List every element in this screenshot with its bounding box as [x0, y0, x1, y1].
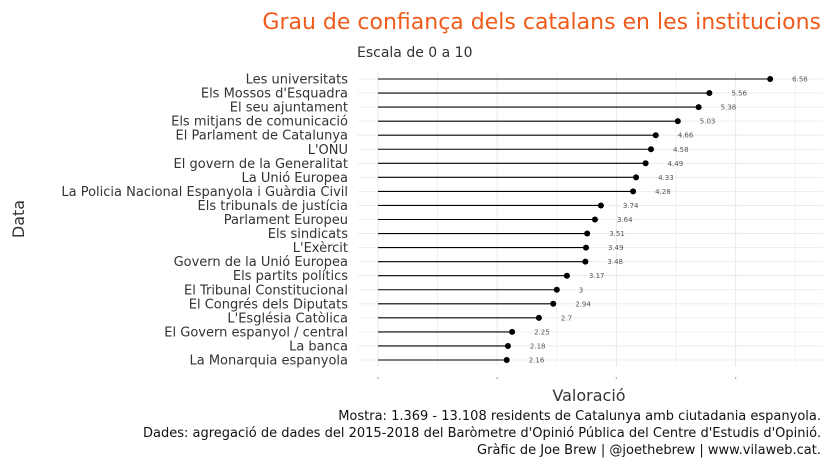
- value-label-10: 3.64: [617, 216, 633, 224]
- category-label-1: Els Mossos d'Esquadra: [201, 87, 348, 102]
- value-label-9: 3.74: [623, 202, 639, 210]
- value-label-12: 3.49: [608, 244, 624, 252]
- caption-source: Dades: agregació de dades del 2015-2018 …: [143, 426, 821, 441]
- caption-credit: Gràfic de Joe Brew | @joethebrew | www.v…: [477, 443, 821, 458]
- value-label-20: 2.16: [529, 357, 545, 365]
- value-label-3: 5.03: [700, 118, 716, 126]
- x-axis-title: Valoració: [552, 386, 625, 405]
- value-label-2: 5.38: [721, 104, 737, 112]
- chart-subtitle: Escala de 0 a 10: [357, 45, 473, 61]
- caption-sample: Mostra: 1.369 - 13.108 residents de Cata…: [338, 409, 821, 424]
- category-label-9: Els tribunals de justícia: [198, 199, 348, 214]
- value-label-6: 4.49: [668, 160, 684, 168]
- point-6: [642, 160, 649, 167]
- point-17: [535, 314, 542, 321]
- point-2: [695, 104, 702, 111]
- point-16: [550, 300, 557, 307]
- category-label-8: La Policia Nacional Espanyola i Guàrdia …: [61, 185, 348, 200]
- category-label-7: La Unió Europea: [242, 171, 348, 186]
- category-label-10: Parlament Europeu: [224, 213, 348, 228]
- point-15: [553, 286, 560, 293]
- x-ticks: [377, 377, 737, 379]
- point-8: [630, 188, 637, 195]
- value-label-17: 2.7: [561, 314, 572, 322]
- stems: [378, 78, 771, 361]
- x-tick-mark: [734, 377, 737, 379]
- value-label-4: 4.66: [678, 132, 694, 140]
- value-label-0: 6.58: [792, 76, 808, 84]
- category-label-16: El Congrés dels Diputats: [189, 297, 348, 312]
- value-label-19: 2.18: [530, 342, 546, 350]
- x-tick-mark: [615, 377, 618, 379]
- value-label-5: 4.58: [673, 146, 689, 154]
- value-label-13: 3.48: [607, 258, 623, 266]
- value-label-7: 4.33: [658, 174, 674, 182]
- value-label-8: 4.28: [655, 188, 671, 196]
- category-label-4: El Parlament de Catalunya: [176, 129, 348, 144]
- point-4: [652, 132, 659, 139]
- point-13: [582, 258, 589, 265]
- category-label-2: El seu ajuntament: [230, 101, 348, 116]
- value-label-15: 3: [579, 286, 583, 294]
- point-0: [767, 76, 774, 82]
- point-9: [597, 202, 604, 209]
- category-label-12: L'Exèrcit: [293, 241, 348, 256]
- value-label-18: 2.25: [534, 328, 550, 336]
- point-19: [504, 342, 511, 349]
- point-12: [583, 244, 590, 251]
- category-label-14: Els partits polítics: [233, 269, 348, 284]
- category-label-6: El govern de la Generalitat: [174, 157, 348, 172]
- category-label-13: Govern de la Unió Europea: [174, 255, 348, 270]
- point-20: [503, 357, 510, 363]
- value-label-16: 2.94: [575, 300, 591, 308]
- point-3: [674, 118, 681, 125]
- category-label-3: Els mitjans de comunicació: [171, 115, 348, 130]
- value-label-1: 5.56: [731, 90, 747, 98]
- point-18: [509, 328, 516, 335]
- category-label-17: L'Església Catòlica: [227, 311, 348, 326]
- category-label-11: Els sindicats: [268, 227, 348, 242]
- value-labels: 6.58 5.56 5.38 5.03 4.66 4.58 4.49 4.33 4.28 3.74…: [529, 76, 808, 365]
- points: [503, 76, 774, 363]
- chart-title: Grau de confiança dels catalans en les i…: [262, 10, 821, 35]
- value-label-11: 3.51: [609, 230, 625, 238]
- category-label-5: L'ONU: [308, 143, 348, 158]
- point-14: [563, 272, 570, 279]
- value-label-14: 3.17: [589, 272, 605, 280]
- x-tick-mark: [377, 377, 379, 379]
- point-11: [584, 230, 591, 237]
- y-axis-title: Data: [9, 200, 28, 238]
- category-label-19: La banca: [289, 339, 348, 354]
- point-7: [633, 174, 640, 181]
- point-5: [647, 146, 654, 153]
- x-tick-mark: [496, 377, 499, 379]
- category-label-18: El Govern espanyol / central: [164, 325, 348, 340]
- category-label-0: Les universitats: [246, 73, 349, 88]
- point-10: [591, 216, 598, 223]
- category-label-20: La Monarquia espanyola: [190, 354, 349, 369]
- point-1: [706, 90, 713, 97]
- category-label-15: El Tribunal Constitucional: [184, 283, 348, 298]
